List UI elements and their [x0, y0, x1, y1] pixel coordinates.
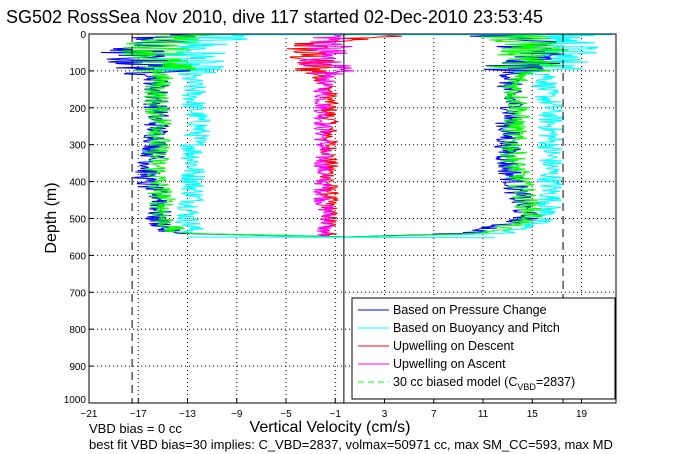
- y-axis-label: Depth (m): [43, 182, 60, 253]
- series-upwelling-descent-descent: [286, 33, 405, 237]
- chart-title: SG502 RossSea Nov 2010, dive 117 started…: [6, 7, 543, 27]
- series-model-descent: [121, 33, 348, 238]
- legend-label-model: 30 cc biased model (CVBD=2837): [393, 375, 575, 392]
- x-tick-label: 3: [382, 409, 388, 420]
- x-tick-label: 7: [431, 409, 437, 420]
- series-model-ascent: [347, 33, 569, 238]
- x-tick-label: −1: [330, 409, 342, 420]
- x-tick-label: −9: [231, 409, 243, 420]
- x-tick-label: −21: [81, 409, 98, 420]
- x-tick-label: −13: [179, 409, 196, 420]
- x-tick-label: 11: [478, 409, 489, 420]
- legend-label-upwelling-ascent: Upwelling on Ascent: [393, 357, 506, 371]
- y-tick-label: 300: [69, 141, 86, 152]
- footnote-best-fit: best fit VBD bias=30 implies: C_VBD=2837…: [89, 437, 613, 452]
- x-axis-label: Vertical Velocity (cm/s): [250, 419, 411, 436]
- series-upwelling-ascent-ascent: [298, 33, 355, 237]
- y-tick-label: 100: [69, 67, 86, 78]
- x-tick-label: −17: [130, 409, 147, 420]
- y-tick-label: 400: [69, 178, 86, 189]
- x-tick-label: 19: [576, 409, 588, 420]
- y-tick-label: 800: [69, 325, 86, 336]
- y-tick-label: 200: [69, 104, 86, 115]
- x-tick-label: 15: [527, 409, 539, 420]
- footnote-vbd-bias: VBD bias = 0 cc: [89, 421, 182, 436]
- legend: Based on Pressure Change Based on Buoyan…: [351, 297, 616, 400]
- legend-label-buoyancy: Based on Buoyancy and Pitch: [393, 321, 560, 335]
- y-tick-label: 600: [69, 251, 86, 262]
- series-buoyancy-descent: [151, 33, 348, 238]
- y-tick-label: 1000: [64, 395, 87, 406]
- legend-label-pressure: Based on Pressure Change: [393, 303, 547, 317]
- x-tick-label: −5: [280, 409, 292, 420]
- y-tick-label: 500: [69, 215, 86, 226]
- series-pressure-descent: [100, 33, 348, 238]
- legend-label-upwelling-descent: Upwelling on Descent: [393, 339, 514, 353]
- series-buoyancy-ascent: [347, 33, 599, 238]
- y-tick-label: 700: [69, 288, 86, 299]
- y-tick-label: 900: [69, 362, 86, 373]
- y-tick-label: 0: [80, 30, 86, 41]
- series-buoyancy-apogee: [187, 236, 496, 239]
